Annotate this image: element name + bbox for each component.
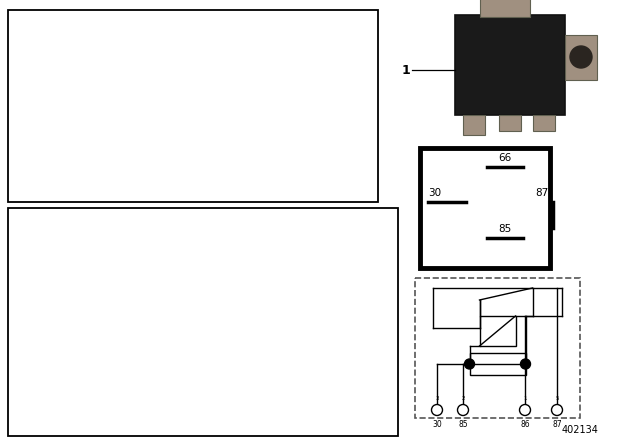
Text: 1: 1 bbox=[401, 64, 410, 77]
Bar bbox=[479, 316, 515, 346]
Text: 30: 30 bbox=[432, 420, 442, 429]
Bar bbox=[499, 115, 521, 131]
Text: 2: 2 bbox=[461, 396, 465, 401]
Bar bbox=[565, 35, 597, 80]
Circle shape bbox=[552, 405, 563, 415]
Circle shape bbox=[465, 359, 474, 369]
Circle shape bbox=[431, 405, 442, 415]
Text: 1: 1 bbox=[524, 396, 527, 401]
Circle shape bbox=[570, 46, 592, 68]
Bar bbox=[455, 15, 565, 115]
Bar bbox=[533, 115, 555, 131]
Text: 30: 30 bbox=[428, 188, 441, 198]
Text: 3: 3 bbox=[435, 396, 439, 401]
Text: 87: 87 bbox=[535, 188, 548, 198]
Bar bbox=[470, 353, 525, 375]
Text: 402134: 402134 bbox=[561, 425, 598, 435]
Bar bbox=[420, 148, 550, 268]
Bar bbox=[8, 208, 398, 436]
Text: 86: 86 bbox=[520, 420, 530, 429]
Bar bbox=[480, 0, 530, 17]
Text: 85: 85 bbox=[458, 420, 468, 429]
Bar bbox=[463, 115, 485, 135]
Circle shape bbox=[520, 405, 531, 415]
Circle shape bbox=[458, 405, 468, 415]
Bar bbox=[8, 10, 378, 202]
Text: 5: 5 bbox=[556, 396, 559, 401]
Bar bbox=[415, 278, 580, 418]
Circle shape bbox=[520, 359, 531, 369]
Text: 66: 66 bbox=[499, 153, 511, 163]
Text: 85: 85 bbox=[499, 224, 511, 234]
Text: 87: 87 bbox=[552, 420, 562, 429]
